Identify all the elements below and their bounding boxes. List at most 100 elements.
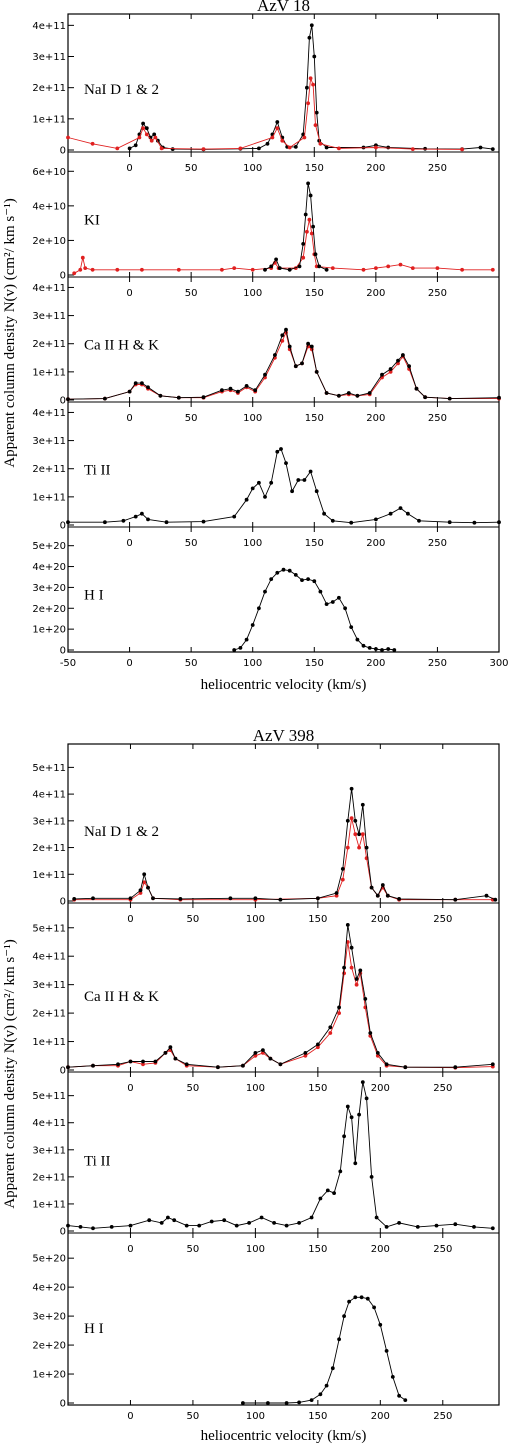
data-point bbox=[302, 135, 307, 140]
data-point bbox=[330, 266, 335, 270]
data-point bbox=[166, 1215, 170, 1220]
data-point bbox=[357, 1112, 361, 1117]
data-point bbox=[173, 1056, 178, 1061]
data-point bbox=[280, 138, 285, 143]
x-tick-label: 200 bbox=[366, 413, 385, 424]
y-tick-label-zero: 0 bbox=[60, 271, 66, 282]
data-point bbox=[367, 391, 372, 395]
data-point bbox=[374, 647, 378, 651]
data-point bbox=[330, 1366, 335, 1371]
data-point bbox=[281, 567, 286, 572]
figure-frame bbox=[67, 743, 500, 1406]
y-tick-label: 4e+11 bbox=[32, 1118, 66, 1129]
x-tick-label: 100 bbox=[246, 1411, 265, 1422]
x-tick-label: 50 bbox=[185, 288, 198, 299]
x-tick-label: 50 bbox=[185, 163, 198, 174]
data-point bbox=[244, 637, 249, 642]
data-point bbox=[66, 135, 70, 140]
y-tick-label: 2e+20 bbox=[32, 604, 66, 615]
data-point bbox=[322, 511, 326, 516]
data-point bbox=[287, 267, 292, 272]
data-point bbox=[384, 1225, 389, 1229]
y-tick-label: 4e+20 bbox=[32, 562, 66, 573]
data-point bbox=[253, 1051, 258, 1055]
data-point bbox=[308, 76, 313, 81]
data-point bbox=[396, 358, 400, 363]
data-point bbox=[403, 1398, 408, 1402]
data-point bbox=[127, 146, 132, 151]
data-point bbox=[228, 386, 233, 391]
y-tick-label: 2e+11 bbox=[32, 1009, 66, 1020]
data-point bbox=[472, 520, 477, 525]
data-point bbox=[232, 648, 237, 652]
data-point bbox=[385, 893, 390, 898]
data-point bbox=[318, 589, 323, 594]
data-point bbox=[232, 514, 237, 519]
data-point bbox=[265, 141, 270, 146]
data-point bbox=[330, 600, 335, 604]
data-point bbox=[300, 361, 304, 366]
data-point bbox=[278, 897, 283, 902]
y-tick-label: 3e+11 bbox=[32, 436, 66, 447]
series-line bbox=[73, 219, 493, 274]
x-tick-label: 150 bbox=[308, 914, 327, 925]
data-point bbox=[447, 520, 452, 525]
data-point bbox=[297, 1400, 301, 1405]
data-point bbox=[380, 372, 384, 377]
data-point bbox=[306, 577, 310, 581]
data-point bbox=[388, 511, 393, 516]
data-point bbox=[490, 147, 495, 152]
figure-frame bbox=[67, 13, 500, 653]
y-tick-label: 2e+11 bbox=[32, 843, 66, 854]
data-point bbox=[345, 923, 350, 927]
x-tick-label: 200 bbox=[371, 1411, 390, 1422]
x-tick-label: 250 bbox=[433, 1411, 452, 1422]
data-point bbox=[201, 147, 206, 152]
data-point bbox=[278, 1062, 283, 1067]
data-point bbox=[423, 395, 427, 400]
data-point bbox=[146, 885, 150, 890]
panel-label: Ca II H & K bbox=[84, 338, 159, 354]
data-point bbox=[184, 1062, 189, 1067]
data-point bbox=[342, 965, 346, 970]
data-point bbox=[340, 877, 345, 882]
data-point bbox=[72, 271, 77, 276]
data-point bbox=[303, 1051, 308, 1055]
data-point bbox=[159, 1221, 164, 1225]
data-point bbox=[353, 1295, 358, 1300]
x-tick-label: 150 bbox=[305, 413, 324, 424]
data-point bbox=[142, 880, 147, 885]
data-point bbox=[241, 1063, 245, 1068]
data-point bbox=[369, 1175, 374, 1179]
data-point bbox=[484, 893, 489, 898]
data-point bbox=[328, 1031, 333, 1035]
data-point bbox=[152, 132, 157, 137]
data-point bbox=[338, 1169, 343, 1174]
data-point bbox=[363, 997, 368, 1001]
data-point bbox=[410, 266, 415, 270]
x-tick-label: 250 bbox=[433, 1083, 452, 1094]
y-tick-label: 1e+20 bbox=[32, 625, 66, 636]
data-point bbox=[159, 146, 164, 151]
data-point bbox=[279, 447, 283, 451]
data-point bbox=[275, 449, 280, 454]
y-tick-label-zero: 0 bbox=[60, 1066, 66, 1077]
panel-label: Ca II H & K bbox=[84, 989, 159, 1005]
data-point bbox=[275, 126, 280, 131]
data-point bbox=[172, 1218, 177, 1223]
data-point bbox=[380, 648, 384, 652]
data-point bbox=[353, 818, 358, 823]
data-point bbox=[266, 1401, 270, 1405]
data-point bbox=[354, 982, 359, 987]
x-tick-label: 250 bbox=[428, 658, 447, 669]
data-point bbox=[337, 146, 341, 151]
data-point bbox=[388, 370, 393, 374]
data-point bbox=[275, 120, 280, 124]
x-tick-label: 300 bbox=[489, 658, 508, 669]
data-point bbox=[176, 267, 181, 272]
data-point bbox=[386, 264, 391, 269]
data-point bbox=[164, 520, 169, 525]
data-point bbox=[406, 511, 410, 516]
data-point bbox=[287, 568, 292, 573]
